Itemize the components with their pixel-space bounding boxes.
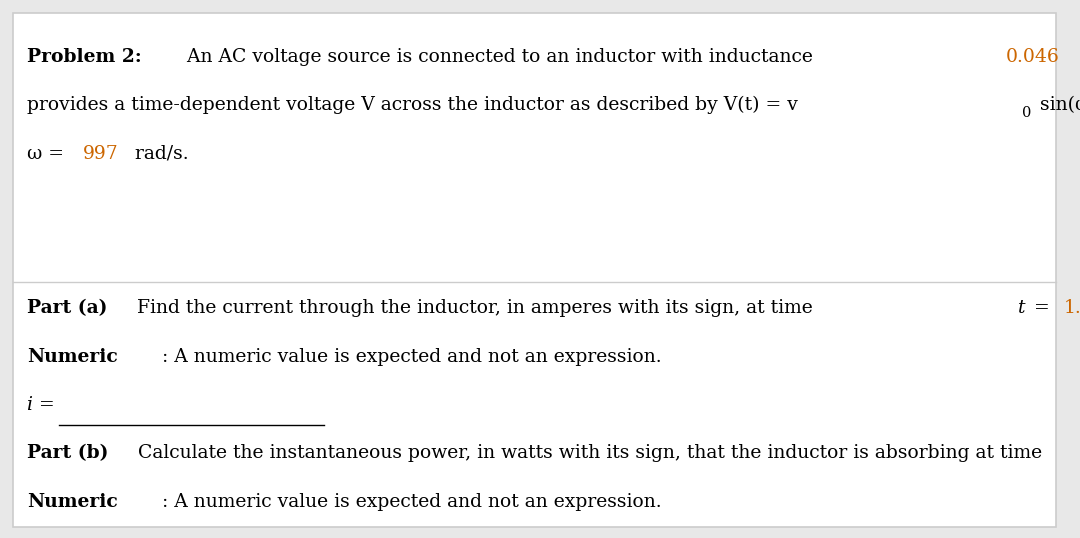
Text: An AC voltage source is connected to an inductor with inductance: An AC voltage source is connected to an …: [175, 48, 819, 66]
Text: Part (b): Part (b): [27, 444, 108, 462]
Text: Problem 2:: Problem 2:: [27, 48, 141, 66]
Text: 0: 0: [1022, 106, 1031, 120]
FancyBboxPatch shape: [13, 13, 1056, 527]
Text: t: t: [1018, 299, 1026, 317]
Text: Part (a): Part (a): [27, 299, 107, 317]
Text: H. The voltage source: H. The voltage source: [1076, 48, 1080, 66]
Text: 0.046: 0.046: [1005, 48, 1059, 66]
Text: rad/s.: rad/s.: [129, 145, 188, 162]
Text: sin(ωt), where v: sin(ωt), where v: [1034, 96, 1080, 114]
Text: 997: 997: [82, 145, 118, 162]
Text: : A numeric value is expected and not an expression.: : A numeric value is expected and not an…: [144, 493, 662, 511]
Text: 1.5: 1.5: [1064, 299, 1080, 317]
Text: Numeric: Numeric: [27, 348, 118, 365]
Text: ω =: ω =: [27, 145, 70, 162]
Text: provides a time-dependent voltage V across the inductor as described by V(t) = v: provides a time-dependent voltage V acro…: [27, 96, 798, 114]
Text: Numeric: Numeric: [27, 493, 118, 511]
Text: Find the current through the inductor, in amperes with its sign, at time: Find the current through the inductor, i…: [131, 299, 819, 317]
Text: Calculate the instantaneous power, in watts with its sign, that the inductor is : Calculate the instantaneous power, in wa…: [132, 444, 1048, 462]
Text: =: =: [1028, 299, 1055, 317]
Text: i =: i =: [27, 396, 55, 414]
Text: : A numeric value is expected and not an expression.: : A numeric value is expected and not an…: [144, 348, 662, 365]
